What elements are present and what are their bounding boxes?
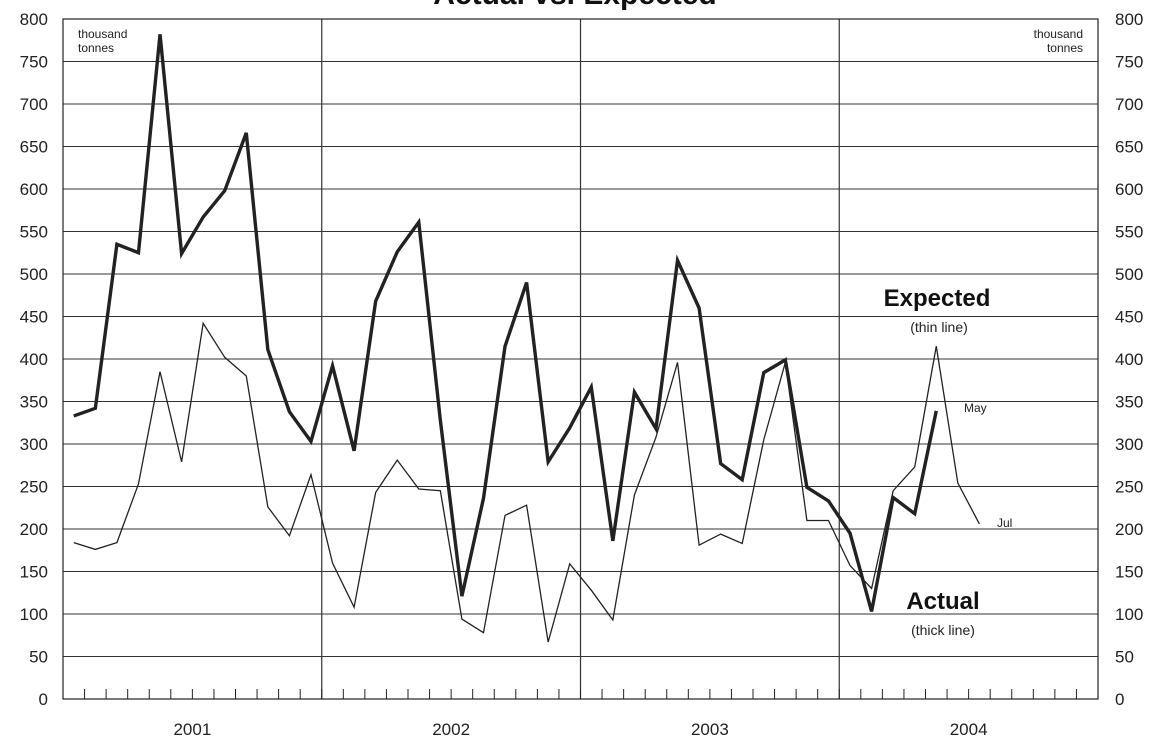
series-lines <box>73 34 980 643</box>
y-tick-right-150: 150 <box>1115 563 1143 582</box>
y-tick-left-500: 500 <box>20 265 48 284</box>
y-tick-left-350: 350 <box>20 393 48 412</box>
year-label-2002: 2002 <box>432 720 470 739</box>
year-label-2004: 2004 <box>950 720 988 739</box>
unit-label-right-line2: tonnes <box>1047 41 1083 55</box>
y-tick-left-700: 700 <box>20 95 48 114</box>
y-tick-left-250: 250 <box>20 478 48 497</box>
legend-expected-label: Expected <box>884 285 991 312</box>
y-tick-left-100: 100 <box>20 605 48 624</box>
y-tick-right-600: 600 <box>1115 180 1143 199</box>
y-tick-right-0: 0 <box>1115 690 1124 709</box>
y-tick-right-550: 550 <box>1115 223 1143 242</box>
end-label-may: May <box>964 401 987 415</box>
y-tick-right-500: 500 <box>1115 265 1143 284</box>
y-tick-right-350: 350 <box>1115 393 1143 412</box>
y-tick-left-450: 450 <box>20 308 48 327</box>
year-label-2003: 2003 <box>691 720 729 739</box>
unit-label-left-line1: thousand <box>78 27 127 41</box>
y-tick-left-800: 800 <box>20 10 48 29</box>
labels: Actual vs. Expected thousand tonnes thou… <box>20 0 1144 739</box>
chart-title: Actual vs. Expected <box>433 0 716 11</box>
series-line-actual <box>73 34 938 612</box>
y-tick-left-0: 0 <box>39 690 48 709</box>
y-tick-left-50: 50 <box>29 648 48 667</box>
y-tick-right-100: 100 <box>1115 605 1143 624</box>
y-tick-left-400: 400 <box>20 350 48 369</box>
unit-label-left-line2: tonnes <box>78 41 114 55</box>
axes <box>62 18 1099 700</box>
series-line-expected <box>73 321 980 643</box>
y-tick-right-200: 200 <box>1115 520 1143 539</box>
unit-label-right-line1: thousand <box>1034 27 1083 41</box>
y-tick-right-650: 650 <box>1115 138 1143 157</box>
y-tick-left-650: 650 <box>20 138 48 157</box>
y-tick-left-150: 150 <box>20 563 48 582</box>
y-tick-right-800: 800 <box>1115 10 1143 29</box>
legend-expected-sublabel: (thin line) <box>910 319 968 335</box>
y-tick-left-550: 550 <box>20 223 48 242</box>
end-label-jul: Jul <box>997 516 1012 530</box>
y-tick-left-200: 200 <box>20 520 48 539</box>
y-tick-right-400: 400 <box>1115 350 1143 369</box>
y-tick-right-700: 700 <box>1115 95 1143 114</box>
y-tick-right-450: 450 <box>1115 308 1143 327</box>
year-label-2001: 2001 <box>173 720 211 739</box>
y-tick-right-300: 300 <box>1115 435 1143 454</box>
y-tick-right-250: 250 <box>1115 478 1143 497</box>
legend-actual-sublabel: (thick line) <box>911 622 975 638</box>
y-tick-left-750: 750 <box>20 53 48 72</box>
y-tick-right-50: 50 <box>1115 648 1134 667</box>
y-tick-left-600: 600 <box>20 180 48 199</box>
legend-actual-label: Actual <box>906 588 979 615</box>
y-tick-right-750: 750 <box>1115 53 1143 72</box>
y-tick-left-300: 300 <box>20 435 48 454</box>
